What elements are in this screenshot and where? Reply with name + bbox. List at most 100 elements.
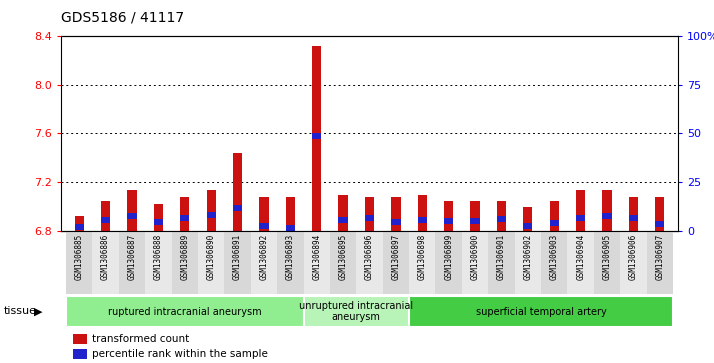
- Bar: [66, 36, 92, 231]
- Bar: [101, 217, 110, 223]
- Bar: [568, 36, 594, 231]
- Bar: [171, 36, 198, 231]
- Text: ▶: ▶: [34, 306, 43, 317]
- Text: GSM1306903: GSM1306903: [550, 234, 559, 280]
- Bar: [488, 231, 515, 294]
- Bar: [312, 46, 321, 231]
- Text: GSM1306894: GSM1306894: [312, 234, 321, 280]
- Text: GSM1306902: GSM1306902: [523, 234, 533, 280]
- Bar: [251, 36, 277, 231]
- Bar: [603, 191, 612, 231]
- Bar: [655, 221, 665, 227]
- Bar: [198, 36, 224, 231]
- Text: GSM1306906: GSM1306906: [629, 234, 638, 280]
- Bar: [303, 36, 330, 231]
- Bar: [383, 36, 409, 231]
- Text: GSM1306885: GSM1306885: [75, 234, 84, 280]
- Text: GSM1306898: GSM1306898: [418, 234, 427, 280]
- Bar: [550, 201, 559, 231]
- Text: GSM1306904: GSM1306904: [576, 234, 585, 280]
- Bar: [647, 231, 673, 294]
- Text: GDS5186 / 41117: GDS5186 / 41117: [61, 11, 183, 25]
- Bar: [356, 231, 383, 294]
- Bar: [277, 231, 303, 294]
- Bar: [409, 231, 436, 294]
- Bar: [471, 218, 480, 224]
- Text: GSM1306896: GSM1306896: [365, 234, 374, 280]
- Bar: [101, 201, 110, 231]
- Bar: [444, 201, 453, 231]
- Bar: [180, 196, 189, 231]
- Bar: [224, 231, 251, 294]
- Bar: [251, 36, 277, 231]
- Text: percentile rank within the sample: percentile rank within the sample: [91, 349, 268, 359]
- Bar: [409, 36, 436, 231]
- Bar: [436, 231, 462, 294]
- Bar: [515, 36, 541, 231]
- Bar: [92, 231, 119, 294]
- Bar: [145, 36, 171, 231]
- Bar: [224, 36, 251, 231]
- Bar: [312, 134, 321, 139]
- Bar: [523, 223, 533, 229]
- Bar: [330, 231, 356, 294]
- Bar: [418, 217, 427, 223]
- Bar: [251, 231, 277, 294]
- Text: GSM1306900: GSM1306900: [471, 234, 480, 280]
- Bar: [541, 36, 568, 231]
- Bar: [409, 36, 436, 231]
- Bar: [259, 196, 268, 231]
- Bar: [497, 216, 506, 222]
- Bar: [92, 36, 119, 231]
- Bar: [277, 36, 303, 231]
- Bar: [303, 231, 330, 294]
- Bar: [154, 219, 163, 225]
- Bar: [286, 196, 295, 231]
- Bar: [330, 36, 356, 231]
- Bar: [198, 36, 224, 231]
- Bar: [436, 36, 462, 231]
- Bar: [286, 225, 295, 231]
- Text: transformed count: transformed count: [91, 334, 188, 344]
- Text: GSM1306893: GSM1306893: [286, 234, 295, 280]
- Bar: [462, 36, 488, 231]
- Bar: [119, 36, 145, 231]
- Bar: [145, 36, 171, 231]
- Bar: [338, 217, 348, 223]
- Bar: [198, 231, 224, 294]
- Text: GSM1306901: GSM1306901: [497, 234, 506, 280]
- Bar: [568, 231, 594, 294]
- Bar: [594, 36, 620, 231]
- Bar: [338, 195, 348, 231]
- Text: GSM1306897: GSM1306897: [391, 234, 401, 280]
- Text: GSM1306886: GSM1306886: [101, 234, 110, 280]
- Bar: [365, 196, 374, 231]
- Bar: [206, 212, 216, 218]
- Bar: [233, 153, 242, 231]
- Bar: [418, 195, 427, 231]
- Text: GSM1306887: GSM1306887: [128, 234, 136, 280]
- Bar: [488, 36, 515, 231]
- Bar: [629, 196, 638, 231]
- Bar: [647, 36, 673, 231]
- Bar: [145, 231, 171, 294]
- Bar: [356, 36, 383, 231]
- Text: GSM1306895: GSM1306895: [338, 234, 348, 280]
- Bar: [655, 196, 665, 231]
- Bar: [383, 36, 409, 231]
- FancyBboxPatch shape: [66, 297, 303, 327]
- Bar: [471, 201, 480, 231]
- Text: unruptured intracranial
aneurysm: unruptured intracranial aneurysm: [299, 301, 413, 322]
- Text: GSM1306891: GSM1306891: [233, 234, 242, 280]
- Bar: [647, 36, 673, 231]
- Text: GSM1306890: GSM1306890: [206, 234, 216, 280]
- Text: superficial temporal artery: superficial temporal artery: [476, 307, 606, 317]
- Bar: [66, 36, 92, 231]
- Bar: [462, 36, 488, 231]
- Bar: [127, 191, 136, 231]
- Bar: [66, 231, 92, 294]
- Bar: [383, 231, 409, 294]
- Text: tissue: tissue: [4, 306, 36, 317]
- Bar: [119, 36, 145, 231]
- Bar: [391, 219, 401, 225]
